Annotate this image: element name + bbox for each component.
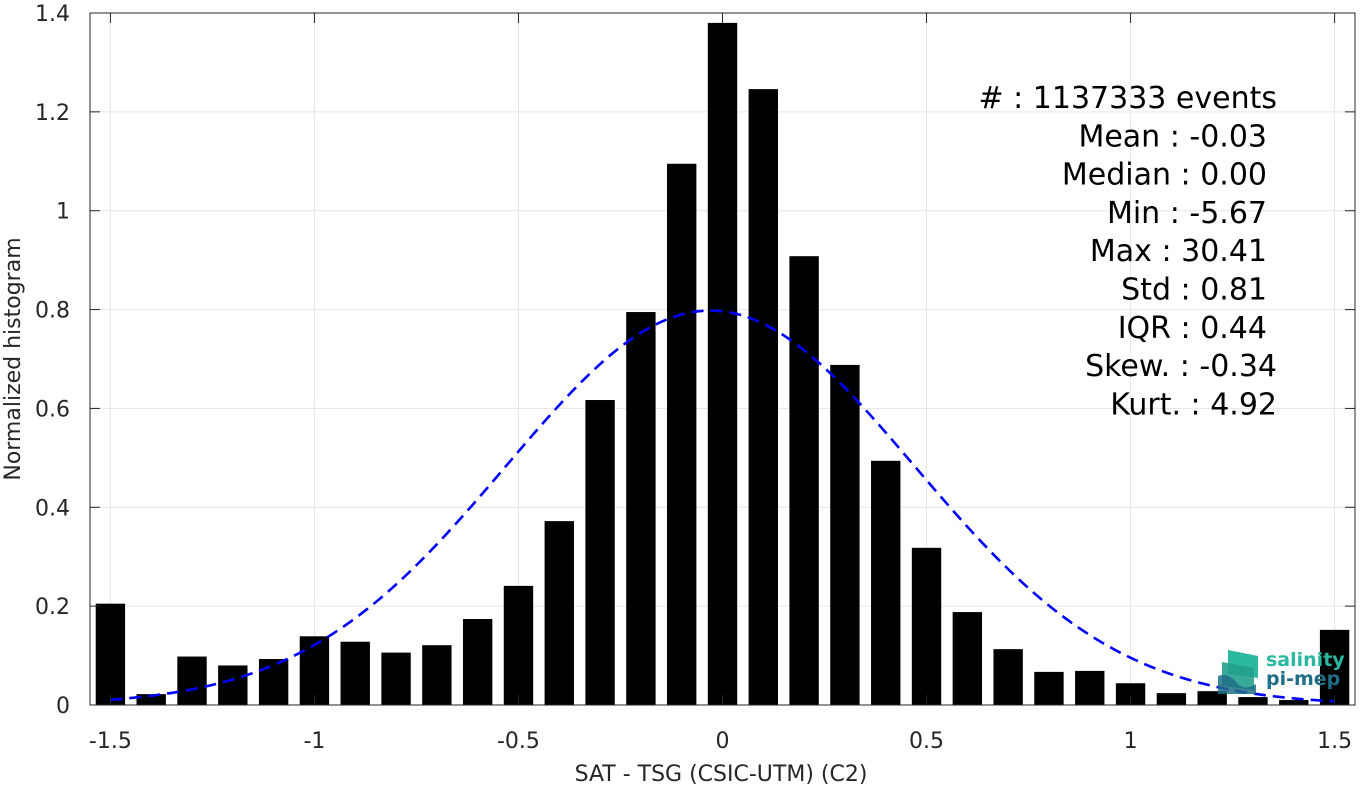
histogram-bar xyxy=(177,656,207,705)
x-tick-label: 1 xyxy=(1124,729,1138,754)
histogram-bars xyxy=(95,22,1350,706)
histogram-bar xyxy=(95,603,126,705)
logo-line1: salinity xyxy=(1266,649,1345,671)
histogram-bar xyxy=(544,521,574,705)
y-tick-label: 1 xyxy=(56,200,70,225)
x-tick-label: -0.5 xyxy=(497,729,540,754)
histogram-bar xyxy=(258,659,289,705)
histogram-bar xyxy=(748,89,778,706)
histogram-bar xyxy=(1156,693,1187,705)
y-tick-label: 0.8 xyxy=(35,299,70,324)
logo-line2: pi-mep xyxy=(1266,668,1340,690)
x-axis-label: SAT - TSG (CSIC-UTM) (C2) xyxy=(575,762,868,785)
histogram-bar xyxy=(871,460,901,705)
x-tick-labels: -1.5 -1 -0.5 0 0.5 1 1.5 xyxy=(89,729,1352,754)
salinity-pi-mep-logo: salinity pi-mep xyxy=(1218,649,1345,694)
y-tick-label: 1.4 xyxy=(35,2,70,27)
y-tick-label: 0 xyxy=(56,694,70,719)
histogram-bar xyxy=(1034,671,1064,705)
histogram-bar xyxy=(952,612,983,705)
logo-wave-icon xyxy=(1218,650,1258,694)
histogram-bar xyxy=(422,645,452,705)
histogram-bar xyxy=(340,641,370,705)
stat-line: Mean : -0.03 xyxy=(1078,119,1267,154)
stat-line: IQR : 0.44 xyxy=(1118,311,1267,346)
histogram-bar xyxy=(1279,700,1309,705)
histogram-bar xyxy=(299,636,330,705)
histogram-bar xyxy=(667,163,697,705)
histogram-bar xyxy=(218,665,248,705)
gaussian-fit-curve xyxy=(110,309,1335,703)
histogram-bar xyxy=(626,312,656,705)
histogram-bar xyxy=(830,364,860,705)
y-tick-label: 0.6 xyxy=(35,397,70,422)
histogram-bar xyxy=(707,22,738,705)
stat-line: Skew. : -0.34 xyxy=(1085,349,1277,384)
x-tick-label: 1.5 xyxy=(1317,729,1352,754)
histogram-bar xyxy=(462,618,493,705)
x-tick-label: 0 xyxy=(716,729,730,754)
histogram-bar xyxy=(789,256,819,705)
histogram-bar xyxy=(911,547,942,705)
stat-line: Kurt. : 4.92 xyxy=(1110,387,1277,422)
y-tick-label: 1.2 xyxy=(35,101,70,126)
y-axis-label: Normalized histogram xyxy=(1,237,26,480)
y-tick-label: 0.4 xyxy=(35,496,70,521)
histogram-bar xyxy=(1197,691,1227,705)
axis-ticks xyxy=(90,12,1355,706)
stat-line: # : 1137333 events xyxy=(978,81,1277,116)
histogram-bar xyxy=(136,694,166,705)
histogram-bar xyxy=(503,585,534,705)
x-tick-label: -1 xyxy=(303,729,325,754)
stat-line: Min : -5.67 xyxy=(1107,196,1267,231)
histogram-bar xyxy=(1319,629,1350,705)
histogram-bar xyxy=(1238,697,1268,705)
histogram-bar xyxy=(1115,683,1146,705)
stat-line: Std : 0.81 xyxy=(1121,273,1267,308)
stat-line: Median : 0.00 xyxy=(1062,158,1267,193)
histogram-bar xyxy=(993,649,1023,705)
y-tick-labels: 0 0.2 0.4 0.6 0.8 1 1.2 1.4 xyxy=(35,2,70,719)
x-tick-label: 0.5 xyxy=(909,729,944,754)
x-tick-label: -1.5 xyxy=(89,729,132,754)
histogram-bar xyxy=(381,652,411,705)
histogram-bar xyxy=(585,400,615,705)
y-tick-label: 0.2 xyxy=(35,595,70,620)
histogram-bar xyxy=(1075,670,1105,705)
stat-line: Max : 30.41 xyxy=(1090,234,1267,269)
